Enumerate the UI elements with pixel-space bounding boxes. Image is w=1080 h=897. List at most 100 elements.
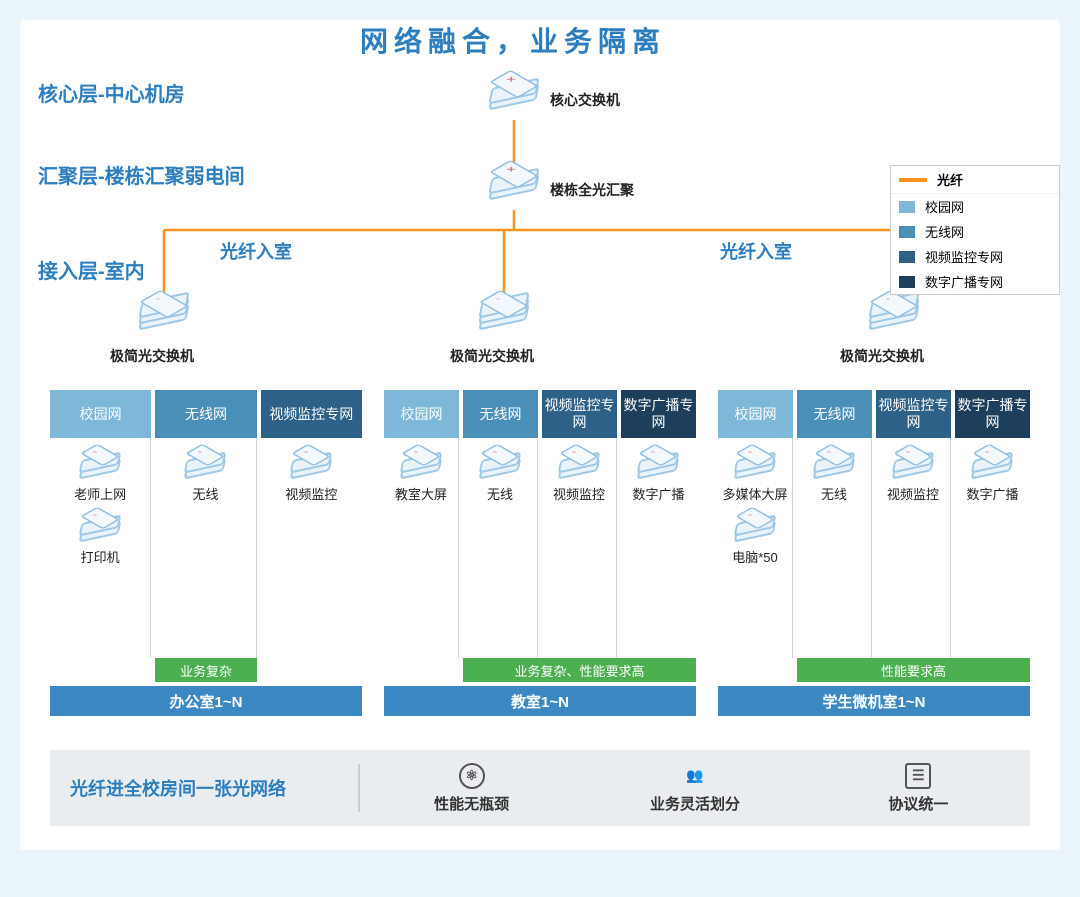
- access-switch-icon: ◦: [480, 295, 528, 333]
- group-column: 视频监控专网 ▫视频监控: [261, 390, 362, 658]
- legend-swatch: [899, 201, 915, 213]
- column-body: ▫ 数字广播: [955, 438, 1030, 658]
- device-label: 数字广播: [966, 484, 1018, 503]
- device-item: ▫无线: [185, 448, 225, 503]
- access-switch-icon: ◦: [140, 295, 188, 333]
- group-column: 无线网 ▫ 无线: [463, 390, 538, 658]
- access-switch-node-0: ◦: [140, 295, 188, 339]
- device-item: ▫老师上网: [74, 448, 126, 503]
- bottom-bar: 光纤进全校房间一张光网络 ⚛ 性能无瓶颈 👥 业务灵活划分 ☰ 协议统一: [50, 750, 1030, 826]
- column-body: ▫ 无线: [463, 438, 538, 658]
- legend-net-row: 数字广播专网: [891, 269, 1059, 294]
- core-switch-icon: ✕: [490, 75, 538, 113]
- bottom-item-label: 性能无瓶颈: [434, 793, 509, 814]
- agg-switch-node: ✕: [490, 165, 538, 209]
- device-item: ▫ 数字广播: [966, 448, 1018, 503]
- legend: 光纤 校园网无线网视频监控专网数字广播专网: [890, 165, 1060, 295]
- group-column: 视频监控专网 ▫ 视频监控: [876, 390, 951, 658]
- device-label: 老师上网: [74, 484, 126, 503]
- group-column: 无线网 ▫无线: [155, 390, 256, 658]
- main-title: 网络融合，业务隔离: [360, 20, 666, 60]
- column-head: 无线网: [155, 390, 256, 438]
- device-item: ▫无线: [814, 448, 854, 503]
- device-item: ▫视频监控: [285, 448, 337, 503]
- core-switch-node: ✕: [490, 75, 538, 119]
- core-switch-label: 核心交换机: [550, 90, 620, 110]
- device-label: 多媒体大屏: [722, 484, 787, 503]
- device-label: 视频监控: [887, 484, 939, 503]
- device-item: ▫ 视频监控: [887, 448, 939, 503]
- legend-net-row: 校园网: [891, 194, 1059, 219]
- column-head: 数字广播专网: [955, 390, 1030, 438]
- legend-net-row: 视频监控专网: [891, 244, 1059, 269]
- group-column: 校园网 ▫老师上网 ▫ 打印机: [50, 390, 151, 658]
- group-tag: 业务复杂: [155, 658, 256, 682]
- group-column: 校园网▫多媒体大屏▫电脑*50: [718, 390, 793, 658]
- group-footer: 教室1~N: [384, 686, 696, 716]
- group-footer: 办公室1~N: [50, 686, 362, 716]
- group-column: 校园网▫教室大屏: [384, 390, 459, 658]
- device-label: 数字广播: [632, 484, 684, 503]
- group-column: 无线网▫无线: [797, 390, 872, 658]
- bottom-bar-left: 光纤进全校房间一张光网络: [50, 764, 360, 812]
- column-head: 视频监控专网: [261, 390, 362, 438]
- bottom-item-2: ☰ 协议统一: [807, 763, 1030, 814]
- legend-net-row: 无线网: [891, 219, 1059, 244]
- bottom-item-1: 👥 业务灵活划分: [583, 763, 806, 814]
- column-body: ▫无线: [797, 438, 872, 658]
- device-item: ▫ 视频监控: [553, 448, 605, 503]
- group-column: 数字广播专网 ▫ 数字广播: [621, 390, 696, 658]
- legend-swatch: [899, 251, 915, 263]
- access-switch-label-0: 极简光交换机: [110, 346, 194, 366]
- access-switch-node-1: ◦: [480, 295, 528, 339]
- column-body: ▫ 视频监控: [876, 438, 951, 658]
- device-label: 视频监控: [553, 484, 605, 503]
- device-label: 电脑*50: [732, 547, 778, 566]
- access-switch-icon: ◦: [870, 295, 918, 333]
- device-label: 打印机: [81, 547, 120, 566]
- device-icon: ▫: [972, 448, 1012, 480]
- group-tag: 性能要求高: [797, 658, 1030, 682]
- device-icon: ▫: [893, 448, 933, 480]
- column-head: 数字广播专网: [621, 390, 696, 438]
- column-head: 视频监控专网: [876, 390, 951, 438]
- device-label: 教室大屏: [395, 484, 447, 503]
- device-icon: ▫: [735, 511, 775, 543]
- device-icon: ▫: [559, 448, 599, 480]
- legend-net-label: 数字广播专网: [925, 272, 1003, 291]
- device-label: 无线: [487, 484, 513, 503]
- layer-label-agg: 汇聚层-楼栋汇聚弱电间: [38, 160, 245, 189]
- access-switch-label-2: 极简光交换机: [840, 346, 924, 366]
- column-head: 校园网: [50, 390, 151, 438]
- column-body: ▫多媒体大屏 ▫ 电脑*50: [718, 438, 793, 658]
- fiber-label-right: 光纤入室: [720, 238, 792, 264]
- access-switch-label-1: 极简光交换机: [450, 346, 534, 366]
- device-icon: ▫: [185, 448, 225, 480]
- access-groups-row: 校园网▫老师上网▫打印机无线网▫无线视频监控专网▫视频监控业务复杂办公室1~N校…: [50, 390, 1030, 716]
- legend-swatch: [899, 226, 915, 238]
- diagram-canvas: 网络融合，业务隔离 核心层-中心机房 汇聚层-楼栋汇聚弱电间 接入层-室内 ✕ …: [20, 20, 1060, 850]
- column-head: 校园网: [384, 390, 459, 438]
- device-label: 无线: [821, 484, 847, 503]
- legend-net-label: 校园网: [925, 197, 964, 216]
- group-footer: 学生微机室1~N: [718, 686, 1030, 716]
- device-item: ▫ 打印机: [80, 511, 120, 566]
- device-icon: ▫: [638, 448, 678, 480]
- atom-icon: ⚛: [459, 763, 485, 789]
- layer-label-access: 接入层-室内: [38, 255, 145, 284]
- device-item: ▫ 无线: [480, 448, 520, 503]
- access-group: 校园网▫多媒体大屏▫电脑*50无线网▫无线视频监控专网▫视频监控数字广播专网▫数…: [718, 390, 1030, 716]
- agg-switch-label: 楼栋全光汇聚: [550, 180, 634, 200]
- device-icon: ▫: [291, 448, 331, 480]
- legend-net-label: 视频监控专网: [925, 247, 1003, 266]
- group-column: 视频监控专网▫视频监控: [542, 390, 617, 658]
- device-item: ▫ 电脑*50: [732, 511, 778, 566]
- device-item: ▫多媒体大屏: [722, 448, 787, 503]
- agg-switch-icon: ✕: [490, 165, 538, 203]
- column-head: 无线网: [463, 390, 538, 438]
- doc-gear-icon: ☰: [905, 763, 931, 789]
- device-icon: ▫: [80, 511, 120, 543]
- legend-net-label: 无线网: [925, 222, 964, 241]
- bottom-item-label: 业务灵活划分: [650, 793, 740, 814]
- device-icon: ▫: [480, 448, 520, 480]
